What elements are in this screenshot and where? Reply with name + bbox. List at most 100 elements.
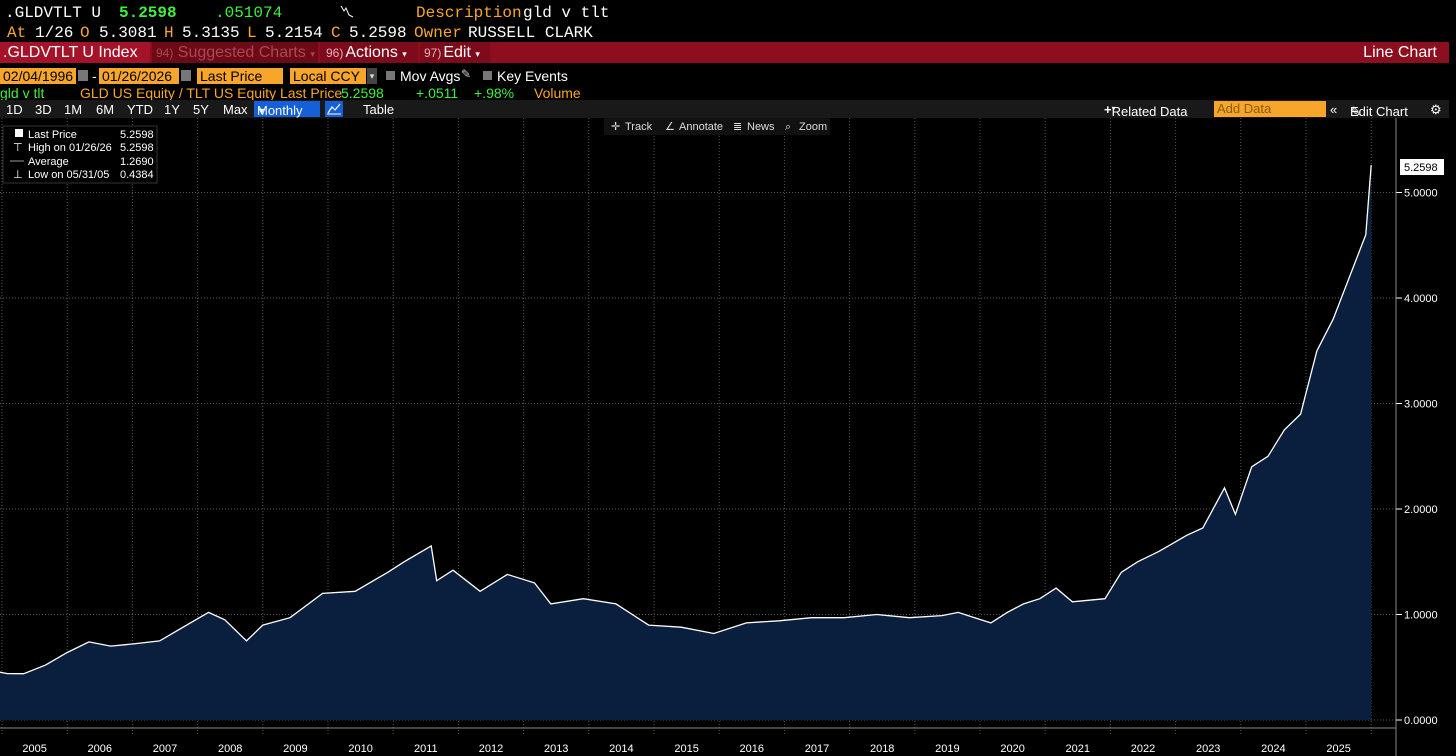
owner-label: Owner <box>414 24 463 42</box>
mov-avgs-checkbox[interactable] <box>386 71 395 80</box>
ticker[interactable]: .GLDVTLT U <box>5 4 102 22</box>
search-icon: ⌕ <box>785 121 791 133</box>
open-label: O <box>80 24 90 42</box>
last-price: 5.2598 <box>119 4 177 22</box>
y-tick-label: 5.0000 <box>1404 188 1438 200</box>
x-tick-label: 2016 <box>740 743 764 755</box>
last-value-badge <box>1400 159 1444 175</box>
description-value: gld v tlt <box>523 4 610 22</box>
table-button[interactable]: Table <box>363 102 395 117</box>
x-tick-label: 2021 <box>1066 743 1090 755</box>
x-tick-label: 2020 <box>1000 743 1024 755</box>
menu-bar: .GLDVTLT U Index 94) Suggested Charts ▾ … <box>0 42 1449 63</box>
svg-text:Last Price: Last Price <box>28 129 77 141</box>
calendar-icon[interactable] <box>181 70 191 81</box>
related-data-menu[interactable]: + Related Data ▾ <box>1104 102 1188 119</box>
svg-text:5.2598: 5.2598 <box>120 142 154 154</box>
range-bar: 02/04/1996 - 01/26/2026 Last Price Local… <box>0 67 1456 85</box>
chevron-down-icon: ▼ <box>257 106 266 116</box>
security-field[interactable]: .GLDVTLT U Index <box>0 42 150 63</box>
y-tick-label: 1.0000 <box>1404 610 1438 622</box>
x-tick-label: 2025 <box>1326 743 1350 755</box>
chart-name: gld v tlt <box>0 85 45 101</box>
currency-select[interactable]: Local CCY <box>290 68 366 84</box>
x-tick-label: 2008 <box>218 743 242 755</box>
x-tick-label: 2009 <box>283 743 307 755</box>
volume-label[interactable]: Volume <box>534 85 581 101</box>
svg-text:Average: Average <box>28 156 69 168</box>
start-date-input[interactable]: 02/04/1996 <box>0 68 76 84</box>
annotate-tool: Annotate <box>679 121 723 133</box>
last-value-label: 5.2598 <box>1404 162 1438 174</box>
net-change: .051074 <box>215 4 283 22</box>
suggested-charts-menu[interactable]: 94) Suggested Charts ▾ <box>152 42 318 63</box>
period-1d[interactable]: 1D <box>6 102 23 117</box>
svg-text:High on 01/26/26: High on 01/26/26 <box>28 142 112 154</box>
price-chart[interactable]: 0.0000 1.0000 2.0000 3.0000 4.0000 5.0000 200… <box>0 118 1456 756</box>
chevron-down-icon: ▾ <box>475 49 480 59</box>
zoom-tool: Zoom <box>799 121 827 133</box>
x-tick-label: 2013 <box>544 743 568 755</box>
stats-legend: Last Price 5.2598 ⊤ High on 01/26/26 5.2… <box>2 125 158 184</box>
actions-menu[interactable]: 96) Actions ▾ <box>320 42 418 63</box>
collapse-icon[interactable]: « <box>1330 102 1338 117</box>
period-1m[interactable]: 1M <box>64 102 83 117</box>
sparkline-icon <box>340 4 354 23</box>
low-value: 5.2154 <box>265 24 323 42</box>
svg-text:1.2690: 1.2690 <box>120 156 154 168</box>
x-tick-label: 2019 <box>935 743 959 755</box>
end-date-input[interactable]: 01/26/2026 <box>99 68 179 84</box>
high-value: 5.3135 <box>182 24 240 42</box>
owner-value: RUSSELL CLARK <box>468 24 593 42</box>
annotate-icon: ∠ <box>665 121 675 133</box>
x-tick-label: 2007 <box>153 743 177 755</box>
x-tick-label: 2012 <box>479 743 503 755</box>
chevron-down-icon: ▾ <box>402 49 407 59</box>
low-marker-icon: ⊥ <box>13 169 23 181</box>
series-line <box>0 165 1372 675</box>
track-tool: Track <box>625 121 653 133</box>
close-label: C <box>331 24 341 42</box>
period-ytd[interactable]: YTD <box>127 102 153 117</box>
period-6m[interactable]: 6M <box>96 102 115 117</box>
add-data-input[interactable]: Add Data <box>1214 101 1326 117</box>
quote-date: 1/26 <box>35 24 74 42</box>
frequency-select[interactable]: Monthly ▼ <box>254 101 320 118</box>
x-tick-label: 2010 <box>348 743 372 755</box>
description-label: Description <box>416 4 522 22</box>
x-tick-label: 2006 <box>88 743 112 755</box>
pencil-icon[interactable]: ✎ <box>461 67 472 81</box>
series-value: 5.2598 <box>341 85 384 101</box>
series-area <box>0 165 1372 720</box>
period-3d[interactable]: 3D <box>35 102 52 117</box>
crosshair-icon: ✛ <box>611 121 620 133</box>
high-marker-icon: ⊤ <box>13 142 23 154</box>
high-label: H <box>164 24 174 42</box>
chevron-down-icon[interactable]: ▾ <box>367 68 377 84</box>
low-label: L <box>247 24 257 42</box>
mov-avgs-label: Mov Avgs <box>400 68 461 84</box>
y-tick-label: 0.0000 <box>1404 715 1438 727</box>
chart-mode-icon[interactable] <box>325 101 343 117</box>
key-events-label: Key Events <box>497 68 568 84</box>
period-5y[interactable]: 5Y <box>193 102 209 117</box>
x-tick-label: 2015 <box>674 743 698 755</box>
close-value: 5.2598 <box>349 24 407 42</box>
x-tick-label: 2023 <box>1196 743 1220 755</box>
field-select[interactable]: Last Price <box>197 68 283 84</box>
period-1y[interactable]: 1Y <box>164 102 180 117</box>
period-toolbar: 1D 3D 1M 6M YTD 1Y 5Y Max Monthly ▼ Tabl… <box>0 100 1449 119</box>
series-label: GLD US Equity / TLT US Equity Last Price <box>80 85 343 101</box>
calendar-icon[interactable] <box>78 70 88 81</box>
svg-text:5.2598: 5.2598 <box>120 129 154 141</box>
pencil-icon: ✎ <box>1350 104 1361 119</box>
gear-icon[interactable]: ⚙ <box>1430 102 1442 117</box>
edit-menu[interactable]: 97) Edit ▾ <box>420 42 490 63</box>
y-tick-label: 4.0000 <box>1404 293 1438 305</box>
open-value: 5.3081 <box>99 24 157 42</box>
x-axis: 2005 2006 2007 2008 2009 2010 2011 2012 2013 2014… <box>0 727 1396 755</box>
x-tick-label: 2018 <box>870 743 894 755</box>
key-events-checkbox[interactable] <box>483 71 492 80</box>
period-max[interactable]: Max <box>223 102 248 117</box>
x-tick-label: 2022 <box>1131 743 1155 755</box>
